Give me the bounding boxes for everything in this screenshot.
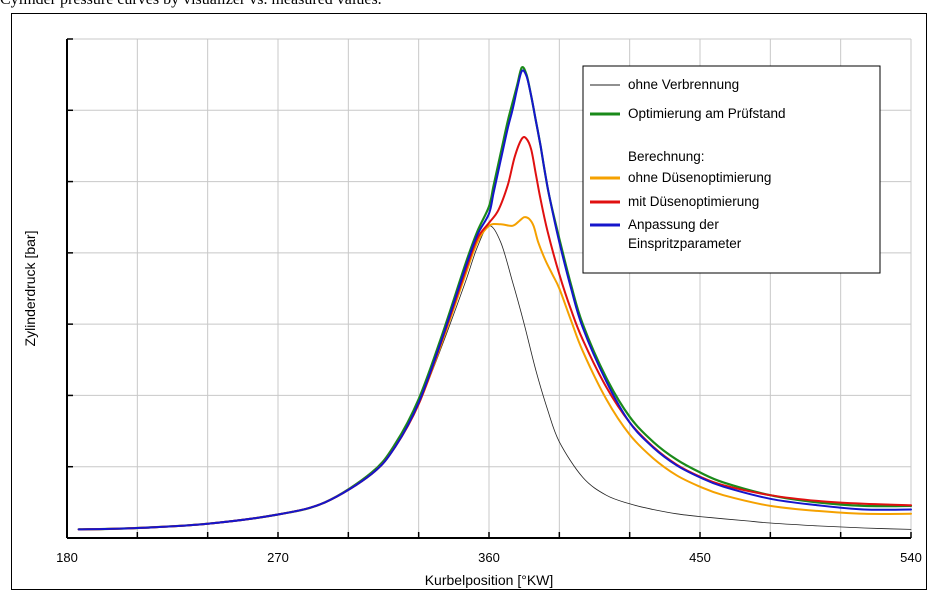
x-tick-label: 540 [900,550,922,565]
legend-label: ohne Düsenoptimierung [628,170,771,185]
x-tick-label: 270 [267,550,289,565]
x-tick-label: 450 [689,550,711,565]
legend-label: mit Düsenoptimierung [628,194,759,209]
x-tick-label: 360 [478,550,500,565]
figure-caption: Cylinder pressure curves by visualizer v… [0,0,382,9]
line-chart: 180 270 360 450 540 ohne Verbrennung Optimier… [12,14,926,589]
chart-frame: 180 270 360 450 540 ohne Verbrennung Optimier… [11,13,927,590]
legend: ohne Verbrennung Optimierung am Prüfstand… [583,66,880,273]
legend-label: Optimierung am Prüfstand [628,106,786,121]
y-axis-title: Zylinderdruck [bar] [22,231,38,347]
x-axis-title: Kurbelposition [°KW] [425,572,554,588]
x-tick-label: 180 [56,550,78,565]
legend-heading: Berechnung: [628,149,705,164]
legend-label: ohne Verbrennung [628,77,739,92]
